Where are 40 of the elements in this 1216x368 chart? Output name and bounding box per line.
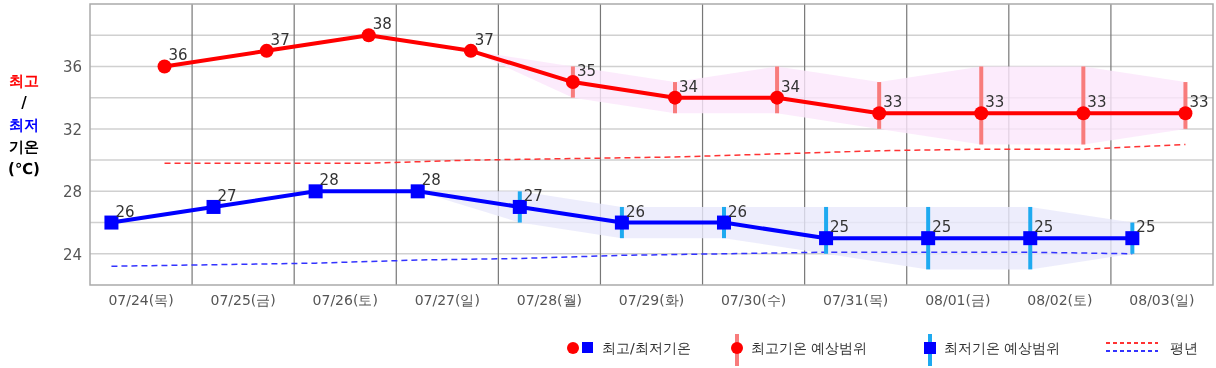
y-tick-label: 24: [62, 245, 82, 264]
data-label: 25: [1034, 218, 1054, 237]
data-label: 27: [217, 186, 237, 205]
data-label: 26: [115, 202, 135, 221]
x-tick-label: 07/31(목): [823, 292, 889, 308]
data-label: 26: [727, 202, 748, 221]
data-label: 33: [883, 93, 903, 112]
legend: 최고/최저기온 최고기온 예상범위 최저기온 예상범위 평년: [567, 334, 1198, 366]
data-label: 37: [474, 30, 494, 49]
data-label: 27: [523, 186, 543, 205]
legend-label: 평년: [1170, 340, 1198, 356]
x-tick-label: 08/02(토): [1027, 292, 1093, 308]
x-tick-label: 07/30(수): [720, 292, 787, 308]
data-label: 34: [781, 77, 801, 96]
x-tick-label: 08/01(금): [925, 292, 991, 308]
y-tick-label: 28: [62, 183, 82, 202]
y-axis-title: 최고 / 최저 기온 (℃): [8, 72, 40, 178]
y-tick-label: 36: [62, 58, 82, 77]
data-label: 34: [678, 77, 699, 96]
data-label: 25: [932, 218, 952, 237]
x-tick-label: 08/03(일): [1129, 292, 1195, 308]
data-label: 37: [270, 30, 290, 49]
x-tick-label: 07/25(금): [210, 292, 276, 308]
x-tick-label: 07/24(목): [108, 292, 174, 308]
data-label: 33: [1189, 93, 1209, 112]
data-label: 33: [985, 93, 1005, 112]
data-label: 38: [372, 15, 392, 34]
data-label: 28: [319, 171, 339, 190]
x-tick-label: 07/28(월): [516, 292, 583, 308]
x-tick-label: 07/27(일): [414, 292, 480, 308]
y-tick-label: 32: [62, 120, 82, 139]
data-label: 25: [1136, 218, 1156, 237]
data-label: 33: [1087, 93, 1107, 112]
data-label: 35: [576, 62, 596, 81]
data-label: 28: [421, 171, 441, 190]
data-label: 36: [168, 46, 188, 65]
x-tick-label: 07/29(화): [618, 292, 685, 308]
x-tick-label: 07/26(토): [312, 292, 378, 308]
data-label: 25: [830, 218, 850, 237]
data-label: 26: [625, 202, 645, 221]
